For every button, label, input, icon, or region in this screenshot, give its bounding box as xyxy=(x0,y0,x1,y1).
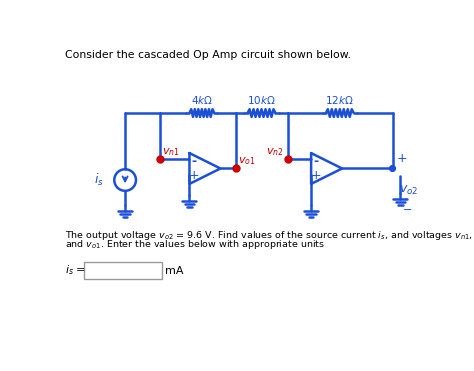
Text: -: - xyxy=(313,155,319,168)
Text: -: - xyxy=(191,155,197,168)
Text: $v_{o2}$: $v_{o2}$ xyxy=(399,184,418,197)
Text: $v_{n2}$: $v_{n2}$ xyxy=(266,146,284,158)
Text: $10k\Omega$: $10k\Omega$ xyxy=(247,94,276,106)
Text: $v_{o1}$: $v_{o1}$ xyxy=(237,155,255,167)
Text: and $v_{o1}$. Enter the values below with appropriate units: and $v_{o1}$. Enter the values below wit… xyxy=(64,238,325,251)
FancyBboxPatch shape xyxy=(84,262,162,279)
Text: $-$: $-$ xyxy=(402,203,412,213)
Text: $v_{n1}$: $v_{n1}$ xyxy=(162,147,180,158)
Text: +: + xyxy=(310,169,321,182)
Text: The output voltage $v_{o2}$ = 9.6 V. Find values of the source current $i_s$, an: The output voltage $v_{o2}$ = 9.6 V. Fin… xyxy=(64,229,474,242)
Text: mA: mA xyxy=(165,266,184,276)
Text: $12k\Omega$: $12k\Omega$ xyxy=(326,94,354,106)
Text: +: + xyxy=(189,169,200,182)
Text: $4k\Omega$: $4k\Omega$ xyxy=(191,94,213,106)
Text: Consider the cascaded Op Amp circuit shown below.: Consider the cascaded Op Amp circuit sho… xyxy=(64,50,351,60)
Text: $i_s$: $i_s$ xyxy=(94,172,104,188)
Text: +: + xyxy=(396,152,407,165)
Text: $i_s$ =: $i_s$ = xyxy=(64,263,86,277)
